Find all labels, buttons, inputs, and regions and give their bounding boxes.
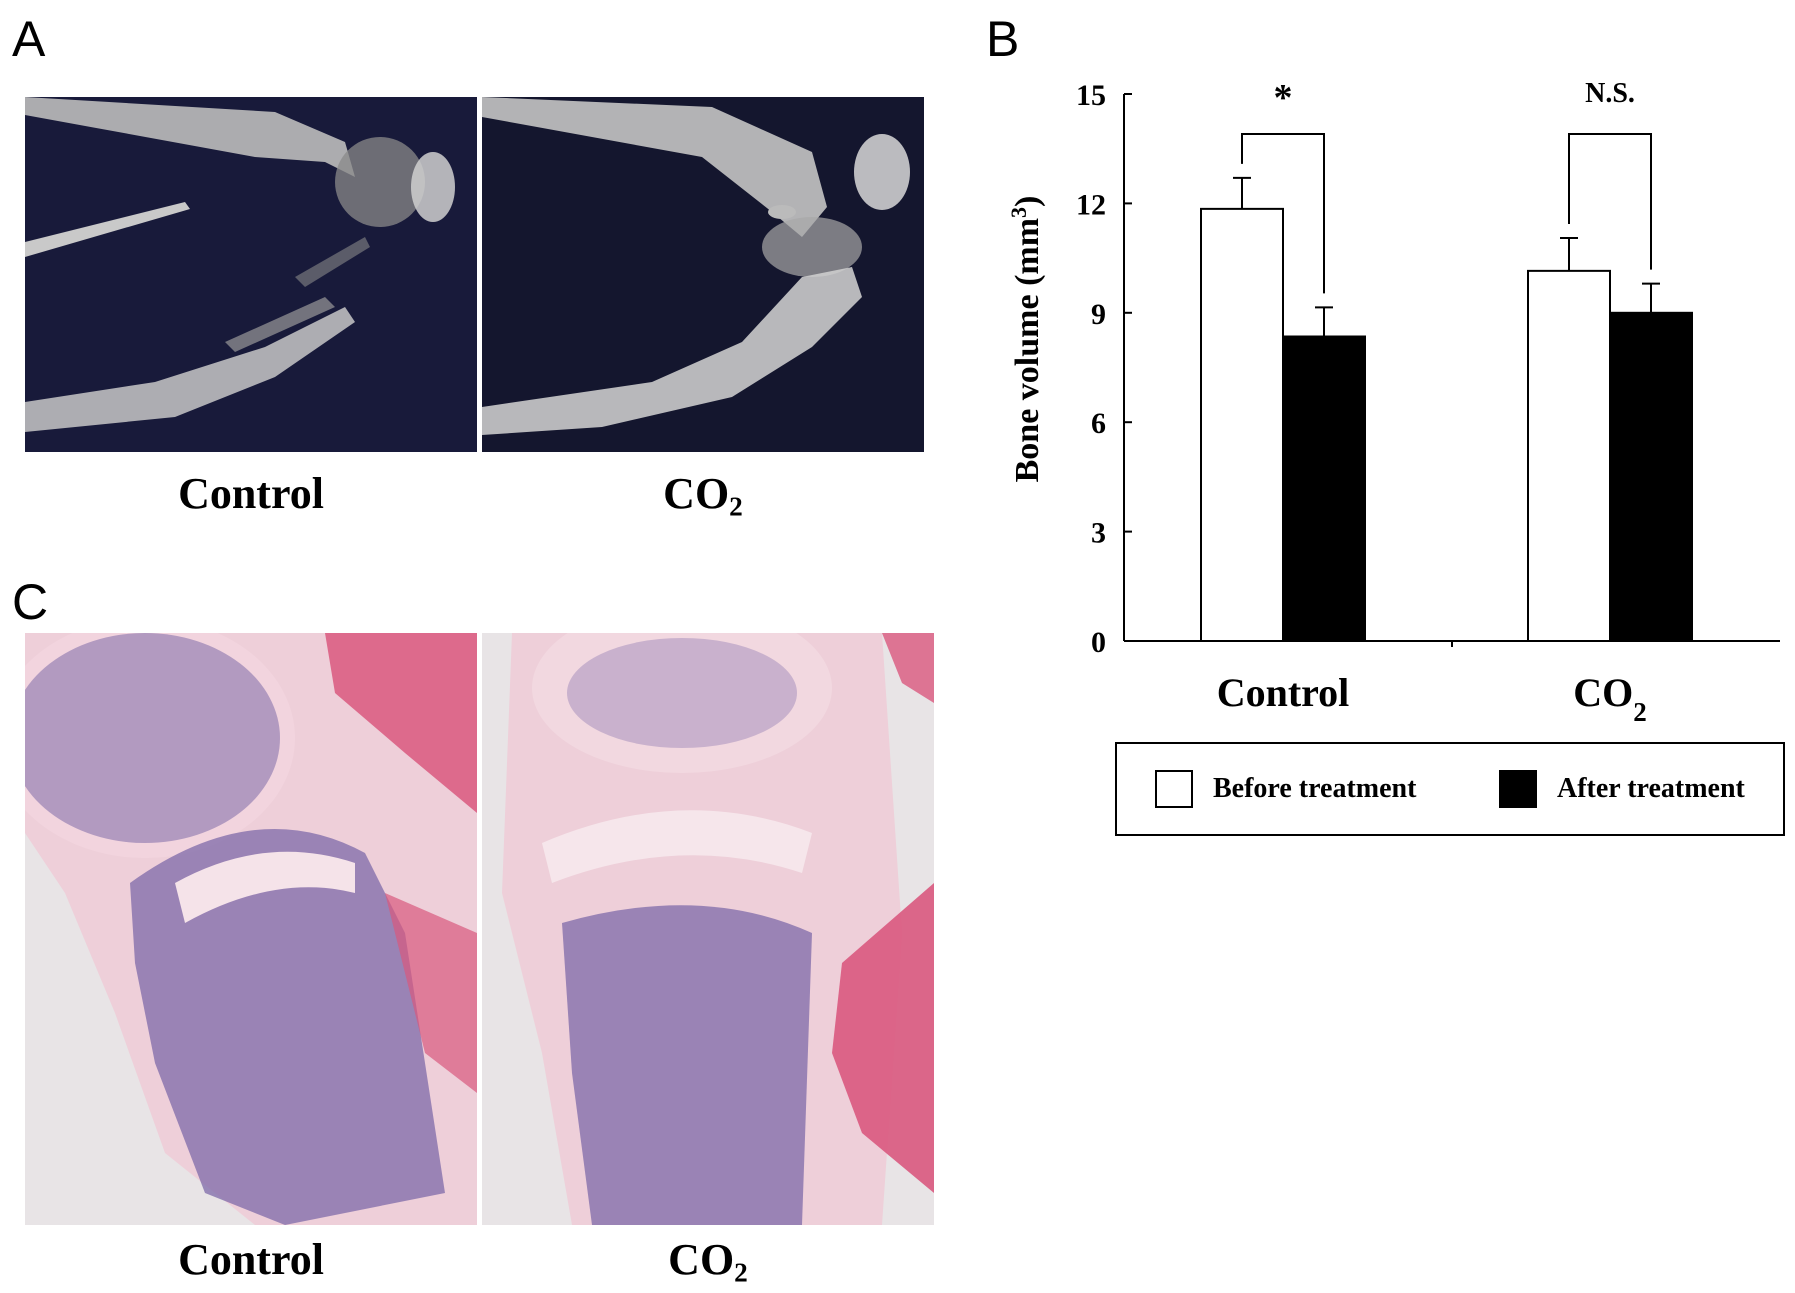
legend-label-after: After treatment [1557,773,1745,804]
x-tick-label: CO2 [1573,670,1647,727]
y-tick-label: 9 [1091,298,1106,331]
legend-swatch-after [1499,770,1537,808]
significance-bracket [1241,133,1325,294]
legend-item-after: After treatment [1499,770,1745,808]
x-tick-label: Control [1217,670,1350,715]
ct-image-control [25,97,477,452]
bar [1282,335,1366,642]
ct-caption-co2: CO2 [663,469,743,522]
ct-caption-control: Control [178,469,324,518]
histology-caption-control: Control [178,1235,324,1284]
y-tick-label: 12 [1076,188,1106,221]
chart-legend: Before treatment After treatment [1115,742,1785,836]
bar [1200,207,1284,642]
histology-image-co2 [482,633,934,1225]
panel-b-label: B [986,11,1020,67]
bone-volume-chart: Bone volume (mm3) 0 3 6 9 12 15 * N.S. Control… [1006,77,1780,727]
ct-image-co2 [482,97,924,452]
histology-image-control [25,633,477,1225]
bar [1527,269,1611,642]
legend-swatch-before [1155,770,1193,808]
legend-label-before: Before treatment [1213,773,1417,804]
histology-caption-co2: CO2 [668,1235,748,1288]
y-tick-label: 6 [1091,407,1106,440]
y-tick-label: 15 [1076,79,1106,112]
significance-annotation: * [1274,77,1293,119]
significance-bracket [1568,133,1652,270]
bar [1609,311,1693,643]
y-axis-label: Bone volume (mm3) [1006,196,1047,483]
legend-item-before: Before treatment [1155,770,1416,808]
y-tick-label: 0 [1091,626,1106,659]
significance-annotation: N.S. [1585,78,1635,109]
panel-a-label: A [12,11,46,67]
y-tick-label: 3 [1091,517,1106,550]
panel-c-label: C [12,574,49,630]
